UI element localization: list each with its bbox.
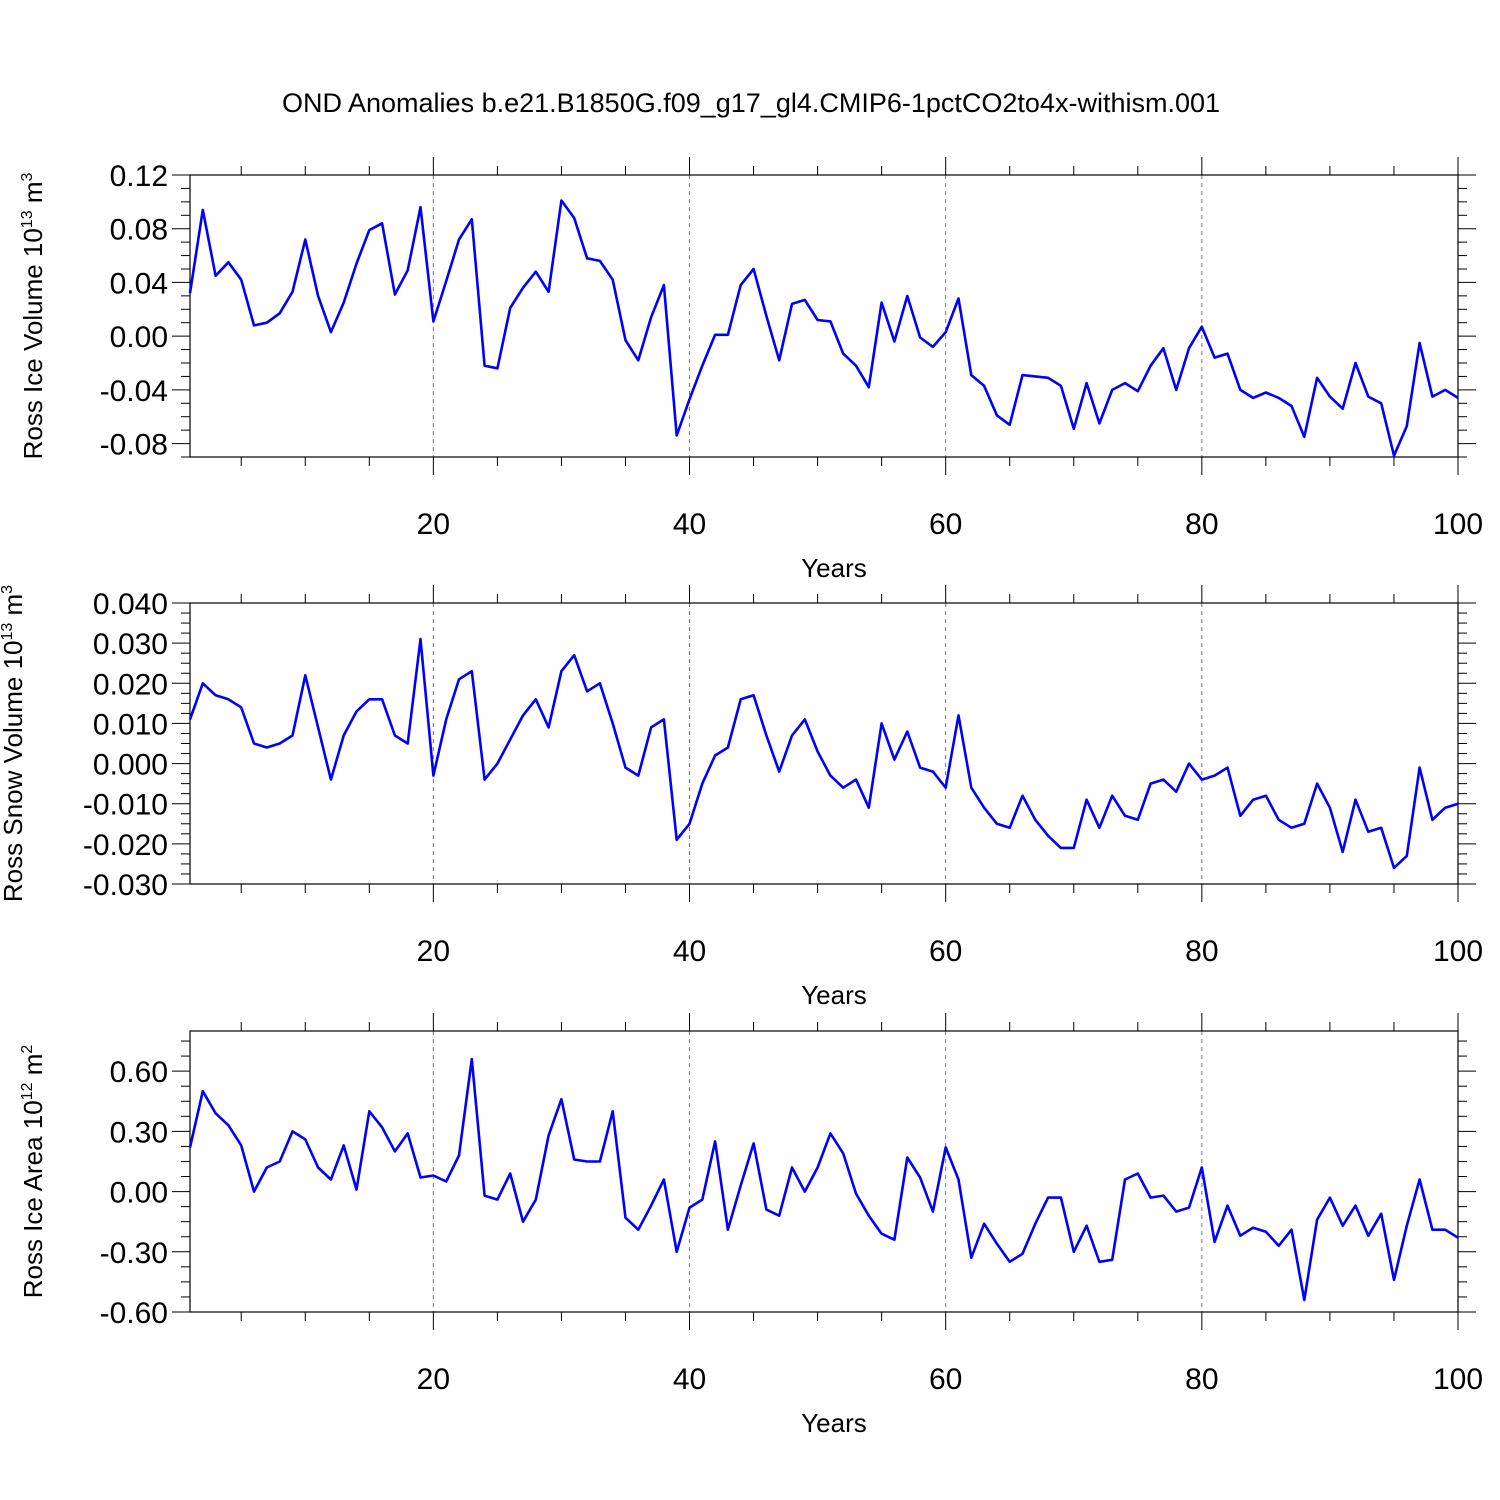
- x-tick-label: 60: [929, 935, 962, 968]
- y-tick-label: 0.030: [93, 628, 168, 661]
- x-tick-label: 80: [1185, 935, 1218, 968]
- panels: 0.12 0.08 0.04 0.00 -0.04 -0.08 20 40 60 80 100 Yea…: [0, 157, 1483, 1438]
- x-tick-label: 40: [673, 1363, 706, 1396]
- y-tick-label: 0.010: [93, 708, 168, 741]
- x-tick-label: 60: [929, 1363, 962, 1396]
- x-tick-label: 40: [673, 508, 706, 541]
- x-tick-label: 100: [1433, 508, 1483, 541]
- panel-1: 0.12 0.08 0.04 0.00 -0.04 -0.08 20 40 60 80 100 Yea…: [18, 157, 1483, 583]
- y-tick-label: 0.00: [110, 1177, 168, 1210]
- series-line: [188, 199, 1459, 458]
- y-axis-title: Ross Ice Volume 1013 m3: [18, 172, 48, 459]
- x-tick-label: 20: [417, 508, 450, 541]
- x-axis-title: Years: [801, 1408, 867, 1438]
- x-tick-label: 80: [1185, 1363, 1218, 1396]
- y-tick-label: 0.040: [93, 588, 168, 621]
- x-tick-label: 100: [1433, 1363, 1483, 1396]
- x-tick-label: 80: [1185, 508, 1218, 541]
- y-tick-label: -0.30: [100, 1237, 168, 1270]
- chart-title: OND Anomalies b.e21.B1850G.f09_g17_gl4.C…: [282, 88, 1220, 118]
- y-tick-label: -0.030: [83, 869, 168, 902]
- y-axis-title: Ross Snow Volume 1013 m3: [0, 585, 28, 902]
- x-tick-label: 20: [417, 1363, 450, 1396]
- x-tick-label: 20: [417, 935, 450, 968]
- plot-frame: [189, 174, 1459, 458]
- y-tick-label: -0.04: [100, 375, 168, 408]
- y-tick-label: 0.020: [93, 668, 168, 701]
- x-tick-label: 100: [1433, 935, 1483, 968]
- y-tick-label: 0.30: [110, 1116, 168, 1149]
- y-tick-label: 0.000: [93, 749, 168, 782]
- y-tick-label: -0.010: [83, 789, 168, 822]
- x-axis-title: Years: [801, 553, 867, 583]
- series-line: [188, 637, 1459, 870]
- plot-frame: [189, 602, 1459, 885]
- y-tick-label: 0.08: [110, 214, 168, 247]
- panel-2: 0.040 0.030 0.020 0.010 0.000 -0.010 -0.020 -0.…: [0, 585, 1483, 1010]
- y-axis-title: Ross Ice Area 1012 m2: [18, 1045, 48, 1299]
- x-axis-title: Years: [801, 980, 867, 1010]
- y-tick-label: -0.60: [100, 1297, 168, 1330]
- y-tick-label: 0.12: [110, 160, 168, 193]
- y-tick-label: 0.60: [110, 1056, 168, 1089]
- panel-3: 0.60 0.30 0.00 -0.30 -0.60 20 40 60 80 100 Years Ro…: [18, 1013, 1483, 1438]
- series-line: [188, 1057, 1459, 1302]
- x-tick-label: 40: [673, 935, 706, 968]
- x-tick-label: 60: [929, 508, 962, 541]
- y-tick-label: -0.08: [100, 429, 168, 462]
- plot-frame: [189, 1030, 1459, 1313]
- y-tick-label: 0.04: [110, 267, 168, 300]
- y-tick-label: 0.00: [110, 321, 168, 354]
- y-tick-label: -0.020: [83, 829, 168, 862]
